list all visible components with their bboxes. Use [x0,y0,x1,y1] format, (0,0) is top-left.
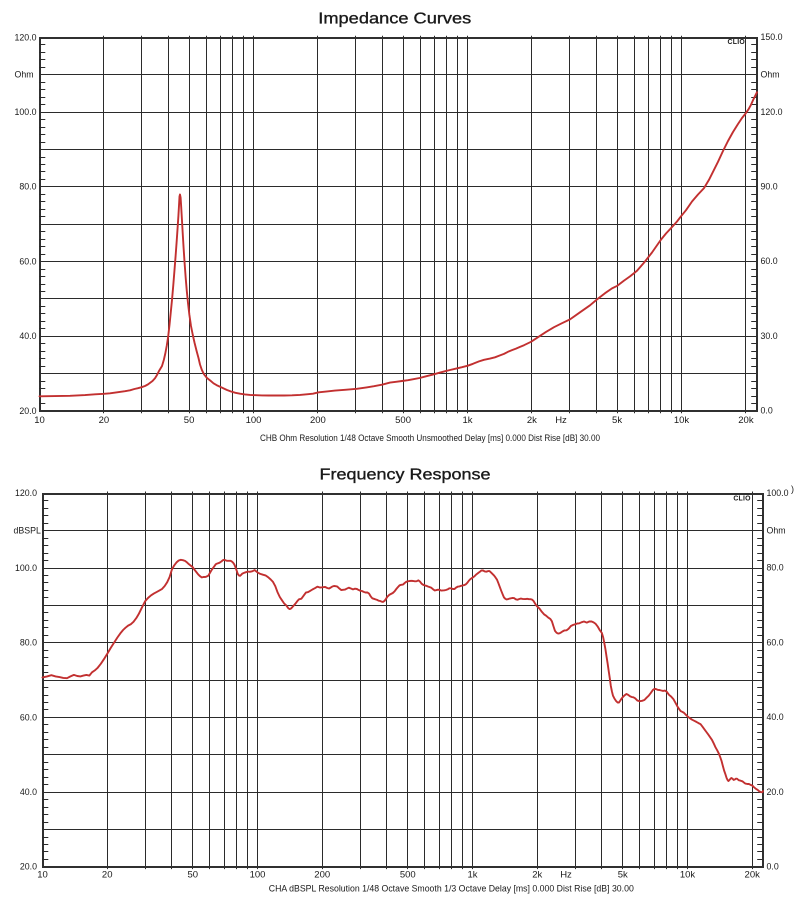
svg-text:60.0: 60.0 [767,637,784,647]
svg-text:5k: 5k [618,870,628,881]
svg-text:90.0: 90.0 [761,182,778,192]
svg-text:80.0: 80.0 [19,182,36,192]
svg-text:200: 200 [310,415,326,426]
svg-text:20.0: 20.0 [20,862,37,872]
svg-text:80.0: 80.0 [767,563,784,573]
svg-text:1k: 1k [462,415,472,426]
svg-text:40.0: 40.0 [767,712,784,722]
svg-text:dBSPL: dBSPL [14,525,41,535]
svg-text:200: 200 [314,870,330,881]
svg-text:120.0: 120.0 [761,107,783,117]
svg-text:10k: 10k [680,870,696,881]
svg-text:100.0: 100.0 [14,107,36,117]
svg-text:120.0: 120.0 [14,32,36,42]
svg-text:CLIO: CLIO [733,496,751,503]
svg-text:20.0: 20.0 [19,406,36,416]
svg-text:20k: 20k [745,870,761,881]
svg-text:Ohm: Ohm [767,525,786,535]
svg-text:20.0: 20.0 [767,787,784,797]
svg-text:500: 500 [395,415,411,426]
svg-text:60.0: 60.0 [761,256,778,266]
svg-text:Hz: Hz [555,415,567,426]
svg-text:5k: 5k [612,415,622,426]
svg-text:): ) [791,484,794,494]
svg-text:Frequency Response: Frequency Response [320,467,491,484]
svg-text:40.0: 40.0 [19,331,36,341]
svg-text:80.0: 80.0 [20,638,37,648]
svg-text:20: 20 [99,415,110,426]
svg-text:20: 20 [102,870,113,881]
svg-text:60.0: 60.0 [20,712,37,722]
svg-text:Hz: Hz [560,870,572,881]
svg-text:CHA dBSPL Resolution 1/48 Octa: CHA dBSPL Resolution 1/48 Octave Smooth … [269,884,634,894]
svg-text:60.0: 60.0 [19,256,36,266]
svg-text:120.0: 120.0 [15,488,37,498]
svg-text:10: 10 [37,870,48,881]
svg-text:10: 10 [34,415,45,426]
svg-text:100.0: 100.0 [15,563,37,573]
svg-text:500: 500 [400,870,416,881]
svg-text:100: 100 [250,870,266,881]
svg-text:1k: 1k [467,870,477,881]
svg-text:CHB Ohm Resolution 1/48 Octave: CHB Ohm Resolution 1/48 Octave Smooth Un… [260,433,600,443]
svg-text:2k: 2k [527,415,537,426]
svg-text:Ohm: Ohm [15,70,34,80]
svg-text:Ohm: Ohm [761,69,780,79]
svg-text:2k: 2k [532,870,542,881]
svg-text:30.0: 30.0 [761,331,778,341]
svg-text:CLIO: CLIO [728,39,746,46]
svg-text:100: 100 [246,415,262,426]
svg-text:50: 50 [184,415,195,426]
svg-text:150.0: 150.0 [761,32,783,42]
svg-text:100.0: 100.0 [767,488,789,498]
svg-text:20k: 20k [738,415,754,426]
svg-text:Impedance Curves: Impedance Curves [318,11,471,28]
svg-text:50: 50 [187,870,198,881]
svg-text:0.0: 0.0 [767,862,779,872]
svg-text:40.0: 40.0 [20,787,37,797]
svg-text:10k: 10k [674,415,690,426]
svg-text:0.0: 0.0 [761,406,773,416]
